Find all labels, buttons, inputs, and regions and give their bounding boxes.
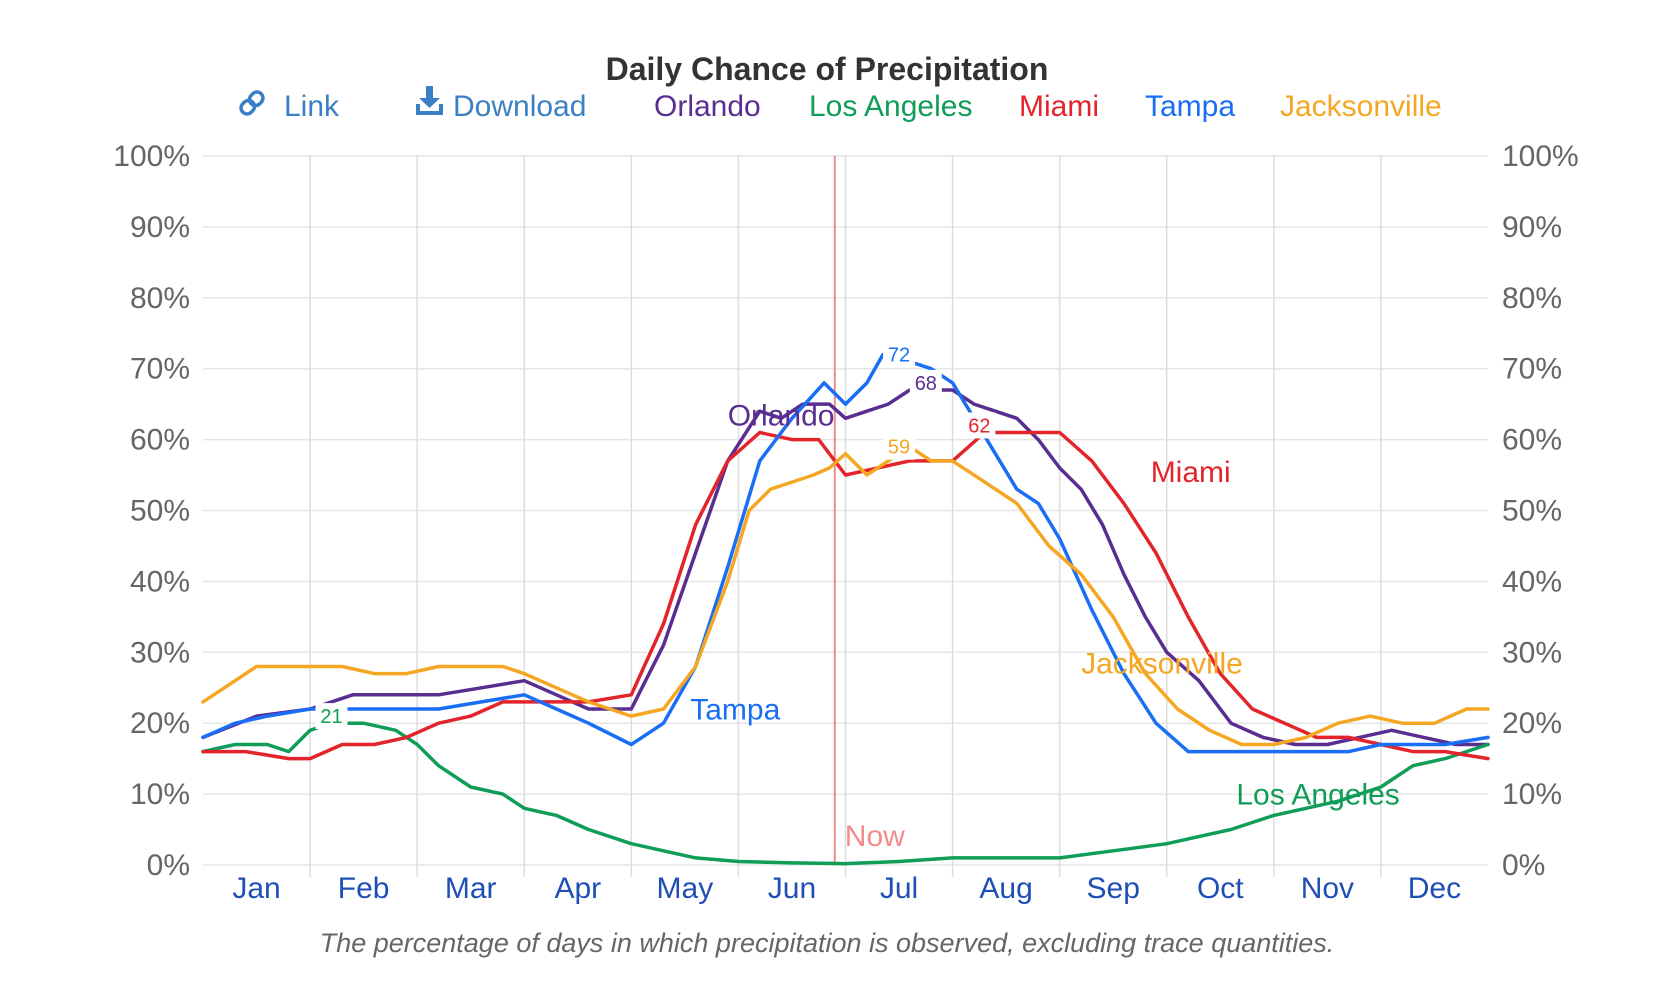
y-tick-label-left: 60% bbox=[130, 424, 190, 457]
y-tick-label-right: 60% bbox=[1502, 424, 1562, 457]
data-label: 59 bbox=[888, 437, 910, 459]
y-tick-label-left: 10% bbox=[130, 778, 190, 811]
x-tick-label: Feb bbox=[338, 872, 390, 905]
axes: 0% 0% 10% 10% 20% 20% 30% 30% 40% 40% 50% 50% 60% 60%… bbox=[113, 140, 1578, 905]
y-tick-label-left: 70% bbox=[130, 353, 190, 386]
legend-item: Jacksonville bbox=[1280, 90, 1442, 123]
legend-item: Los Angeles bbox=[809, 90, 972, 123]
x-tick-label: Oct bbox=[1197, 872, 1244, 905]
legend-item: Orlando bbox=[654, 90, 761, 123]
data-label: 62 bbox=[968, 415, 990, 437]
series-label: Jacksonville bbox=[1081, 648, 1243, 681]
series-line bbox=[201, 721, 1490, 866]
y-tick-label-right: 20% bbox=[1502, 707, 1562, 740]
legend-item: Tampa bbox=[1145, 90, 1235, 123]
y-tick-label-left: 30% bbox=[130, 636, 190, 669]
link-button[interactable]: Link bbox=[239, 90, 340, 123]
link-icon bbox=[239, 90, 265, 116]
y-tick-label-right: 50% bbox=[1502, 495, 1562, 528]
series-line bbox=[201, 430, 1490, 761]
x-tick-label: Mar bbox=[445, 872, 497, 905]
data-label: 21 bbox=[320, 706, 342, 728]
y-tick-label-right: 0% bbox=[1502, 849, 1545, 882]
x-tick-label: Jan bbox=[232, 872, 280, 905]
x-tick-label: Apr bbox=[554, 872, 601, 905]
y-tick-label-right: 10% bbox=[1502, 778, 1562, 811]
series-line bbox=[201, 444, 1490, 747]
y-tick-label-right: 100% bbox=[1502, 140, 1579, 173]
series-label: Miami bbox=[1151, 456, 1231, 489]
chart-caption: The percentage of days in which precipit… bbox=[320, 928, 1335, 958]
y-tick-label-right: 70% bbox=[1502, 353, 1562, 386]
y-tick-label-right: 40% bbox=[1502, 565, 1562, 598]
y-tick-label-left: 100% bbox=[113, 140, 190, 173]
y-tick-label-right: 90% bbox=[1502, 211, 1562, 244]
y-tick-label-left: 80% bbox=[130, 282, 190, 315]
y-tick-label-right: 30% bbox=[1502, 636, 1562, 669]
legend: Orlando Los Angeles Miami Tampa Jacksonville bbox=[654, 90, 1442, 123]
y-tick-label-left: 90% bbox=[130, 211, 190, 244]
download-button[interactable]: Download bbox=[416, 86, 586, 123]
link-label: Link bbox=[284, 90, 340, 123]
series-label: Orlando bbox=[728, 399, 835, 432]
data-label-bg bbox=[909, 369, 942, 396]
x-tick-label: May bbox=[657, 872, 714, 905]
data-label: 72 bbox=[888, 345, 910, 367]
y-tick-label-left: 50% bbox=[130, 495, 190, 528]
series-label: Tampa bbox=[690, 694, 780, 727]
data-label-bg bbox=[883, 433, 916, 460]
y-tick-label-left: 40% bbox=[130, 565, 190, 598]
y-tick-label-left: 20% bbox=[130, 707, 190, 740]
chart-title: Daily Chance of Precipitation bbox=[606, 51, 1049, 87]
download-icon bbox=[416, 86, 443, 115]
now-label: Now bbox=[845, 820, 905, 853]
x-tick-label: Jun bbox=[768, 872, 816, 905]
data-label-bg bbox=[963, 412, 996, 439]
x-tick-label: Jul bbox=[880, 872, 918, 905]
x-tick-label: Nov bbox=[1301, 872, 1354, 905]
x-tick-label: Dec bbox=[1408, 872, 1461, 905]
y-tick-label-left: 0% bbox=[147, 849, 190, 882]
x-tick-label: Sep bbox=[1087, 872, 1140, 905]
data-label-bg bbox=[315, 703, 348, 730]
data-label-bg bbox=[883, 341, 916, 368]
download-label: Download bbox=[453, 90, 586, 123]
x-tick-label: Aug bbox=[979, 872, 1032, 905]
series-labels: Now Orlando 68 Los Angeles 21 Miami 62 Tampa 72 J… bbox=[315, 341, 1400, 853]
legend-item: Miami bbox=[1019, 90, 1099, 123]
grid bbox=[203, 155, 1488, 877]
series-label: Los Angeles bbox=[1236, 779, 1399, 812]
y-tick-label-right: 80% bbox=[1502, 282, 1562, 315]
data-label: 68 bbox=[915, 373, 937, 395]
